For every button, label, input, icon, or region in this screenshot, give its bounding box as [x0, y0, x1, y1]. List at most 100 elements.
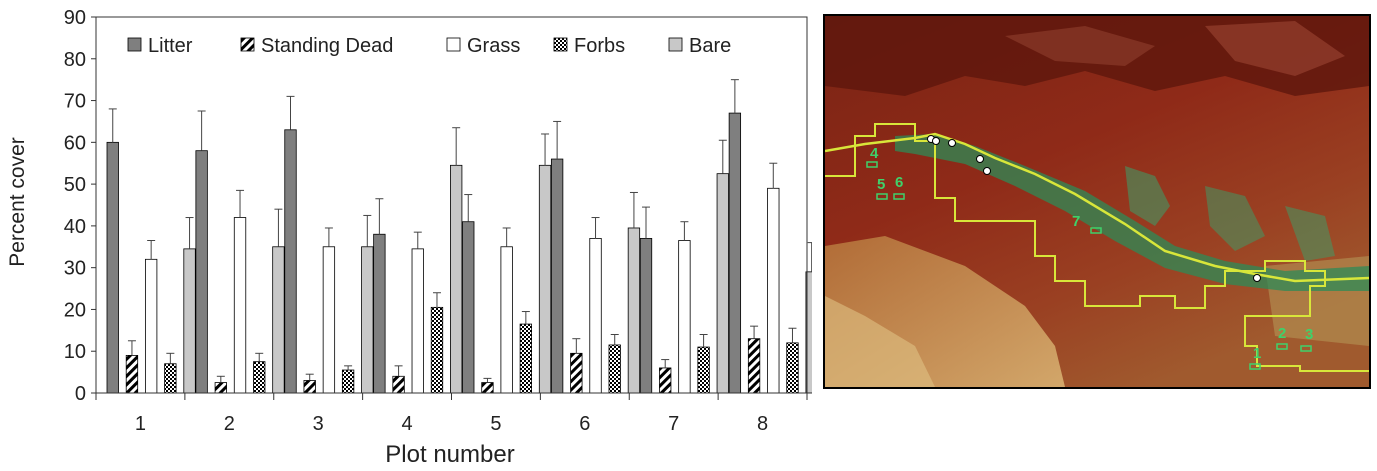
map-plot-label: 7: [1072, 213, 1080, 230]
legend-label: Forbs: [574, 35, 625, 57]
map-plot-label: 2: [1278, 325, 1286, 342]
x-tick-label: 8: [757, 413, 768, 435]
bar-standing-dead-plot-4: [392, 375, 405, 394]
bar-bare-plot-6: [627, 227, 641, 394]
bar-litter-plot-2: [195, 150, 208, 394]
bar-litter-plot-4: [373, 233, 386, 394]
plot-marker: [876, 193, 888, 200]
x-tick-label: 7: [668, 413, 679, 435]
riparian-corridor: [1125, 166, 1170, 226]
bar-standing-dead-plot-8: [747, 338, 761, 394]
terrain-ridge: [1205, 21, 1345, 76]
bar-bare-plot-5: [538, 164, 552, 394]
map-plot-label: 4: [870, 145, 879, 162]
bars: [106, 112, 812, 394]
bar-bare-plot-2: [272, 246, 285, 394]
plot-marker: [893, 193, 905, 200]
sample-point: [932, 137, 940, 145]
y-tick-label: 40: [64, 216, 86, 238]
bar-grass-plot-4: [411, 248, 424, 394]
map-plot-label: 6: [895, 174, 903, 191]
bar-litter-plot-1: [106, 141, 119, 394]
bar-bare-plot-3: [361, 246, 374, 394]
bar-bare-plot-1: [183, 248, 196, 394]
x-tick-label: 1: [135, 413, 146, 435]
bar-chart: Litter Standing Dead Grass Forbs Bare 0 10 20 3…: [6, 7, 812, 468]
legend-swatch: [553, 37, 568, 52]
y-tick-label: 50: [64, 174, 86, 196]
legend-swatch: [446, 37, 461, 52]
bar-grass-plot-6: [589, 238, 602, 394]
legend-label: Litter: [148, 35, 193, 57]
sample-point: [983, 167, 991, 175]
bar-litter-plot-5: [462, 221, 475, 394]
legend-swatch: [668, 37, 683, 52]
bar-standing-dead-plot-2: [214, 382, 227, 394]
bar-standing-dead-plot-5: [481, 382, 494, 394]
bar-forbs-plot-4: [430, 306, 444, 394]
bar-grass-plot-5: [500, 246, 513, 394]
y-tick-label: 10: [64, 341, 86, 363]
riparian-corridor: [895, 134, 1369, 291]
bar-forbs-plot-2: [253, 361, 266, 394]
plot-marker: [1249, 363, 1261, 370]
plot-marker: [1276, 343, 1288, 350]
bar-bare-plot-7: [716, 173, 729, 394]
plot-marker: [1090, 227, 1102, 234]
x-tick-label: 2: [224, 413, 235, 435]
bar-forbs-plot-8: [786, 342, 799, 394]
axes: 0 10 20 30 40 50 60 70 80 90 1 2 3 4 5 6 7 8: [64, 7, 808, 435]
plot-marker: [866, 161, 878, 168]
bar-grass-plot-1: [144, 258, 158, 394]
bar-litter-plot-8: [728, 112, 742, 394]
map-plot-label: 1: [1253, 345, 1261, 362]
legend-label: Bare: [689, 35, 731, 57]
legend-label: Standing Dead: [261, 35, 393, 57]
bar-standing-dead-plot-6: [570, 352, 583, 394]
bar-forbs-plot-3: [341, 369, 355, 394]
legend-swatch: [240, 37, 255, 52]
legend-swatch: [127, 37, 142, 52]
bar-litter-plot-6: [550, 158, 564, 394]
terrain-ridge: [1005, 26, 1155, 66]
bar-forbs-plot-5: [519, 323, 532, 394]
plot-marker: [1300, 345, 1312, 352]
y-tick-label: 20: [64, 299, 86, 321]
x-tick-label: 3: [313, 413, 324, 435]
bar-forbs-plot-7: [697, 346, 710, 394]
riparian-corridor: [1285, 206, 1335, 261]
bar-standing-dead-plot-7: [659, 367, 672, 394]
riparian-corridor: [1205, 186, 1265, 251]
map-plot-label: 5: [877, 176, 885, 193]
bar-grass-plot-3: [322, 246, 336, 394]
sample-point: [976, 155, 984, 163]
bar-standing-dead-plot-1: [125, 354, 139, 394]
bar-litter-plot-7: [639, 238, 653, 394]
bar-litter-plot-3: [284, 129, 297, 394]
y-axis-title: Percent cover: [6, 137, 29, 267]
terrain-sandy: [825, 296, 935, 387]
x-axis-title: Plot number: [385, 441, 514, 468]
y-tick-label: 60: [64, 132, 86, 154]
error-bars: [108, 79, 812, 383]
map-plot-label: 3: [1305, 326, 1313, 343]
chart-legend: Litter Standing Dead Grass Forbs Bare: [127, 35, 731, 57]
sample-point: [948, 139, 956, 147]
x-tick-label: 5: [490, 413, 501, 435]
bar-grass-plot-2: [233, 217, 247, 394]
y-tick-label: 80: [64, 49, 86, 71]
bar-standing-dead-plot-3: [303, 380, 316, 394]
bar-grass-plot-7: [678, 240, 691, 394]
sample-point: [1253, 274, 1261, 282]
legend-label: Grass: [467, 35, 520, 57]
study-area-map: 4 5 6 7 1 2 3: [823, 14, 1371, 389]
y-tick-label: 90: [64, 7, 86, 29]
bar-forbs-plot-6: [608, 344, 621, 394]
stream-line: [825, 132, 1369, 283]
bar-bare-plot-4: [450, 164, 463, 394]
y-tick-label: 0: [75, 383, 86, 405]
x-tick-label: 6: [579, 413, 590, 435]
y-tick-label: 70: [64, 91, 86, 113]
bar-grass-plot-8: [767, 187, 780, 394]
bar-forbs-plot-1: [164, 363, 177, 394]
